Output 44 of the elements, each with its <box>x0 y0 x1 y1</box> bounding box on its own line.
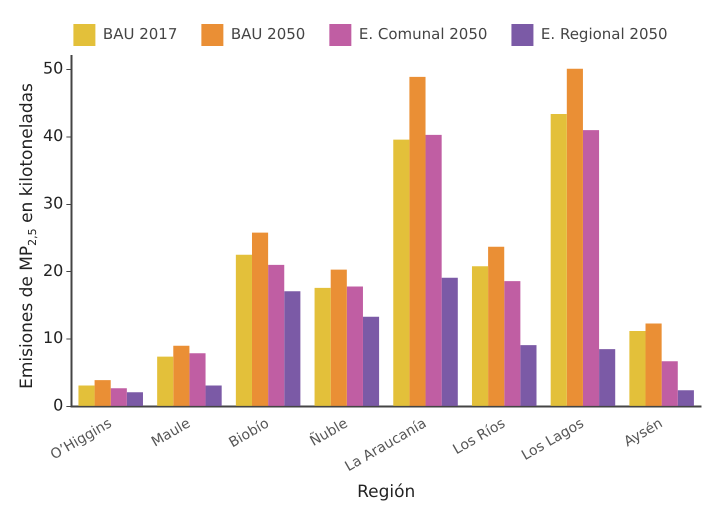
bar <box>236 254 252 406</box>
bar <box>566 68 583 406</box>
bar <box>189 353 206 406</box>
x-tick-label: Los Ríos <box>450 415 508 458</box>
bar <box>330 270 347 406</box>
bar <box>206 386 222 406</box>
bar <box>346 286 363 406</box>
bar <box>582 130 600 406</box>
legend-label: E. Comunal 2050 <box>358 24 488 43</box>
y-tick-label: 0 <box>53 396 64 415</box>
bar <box>426 134 442 406</box>
bar <box>110 388 127 406</box>
bar <box>314 288 331 406</box>
bar <box>126 392 143 406</box>
bar <box>409 76 426 406</box>
legend-label: E. Regional 2050 <box>540 24 668 43</box>
bar <box>284 291 300 406</box>
bar <box>646 324 662 406</box>
legend-label: BAU 2050 <box>230 24 306 43</box>
x-axis-title: Región <box>357 482 416 502</box>
bar <box>504 281 520 406</box>
bar <box>78 386 95 406</box>
bar <box>94 380 111 406</box>
bar <box>442 278 458 406</box>
y-tick-label: 30 <box>43 193 64 212</box>
bar <box>252 232 268 406</box>
y-tick-label: 20 <box>43 260 64 280</box>
y-tick-label: 10 <box>43 328 64 348</box>
bar <box>629 330 646 406</box>
bar <box>362 316 380 406</box>
legend-label: BAU 2017 <box>102 24 178 43</box>
bar <box>173 346 190 406</box>
bar <box>393 140 410 406</box>
bar <box>662 361 678 406</box>
bar <box>268 264 284 406</box>
bar <box>678 390 694 406</box>
y-tick-label: 40 <box>43 126 64 146</box>
bar <box>488 246 504 406</box>
bar <box>157 356 174 406</box>
y-tick-label: 50 <box>43 58 64 78</box>
bar <box>550 114 567 406</box>
bar <box>599 349 616 406</box>
bar <box>520 345 537 406</box>
bar <box>472 266 488 406</box>
